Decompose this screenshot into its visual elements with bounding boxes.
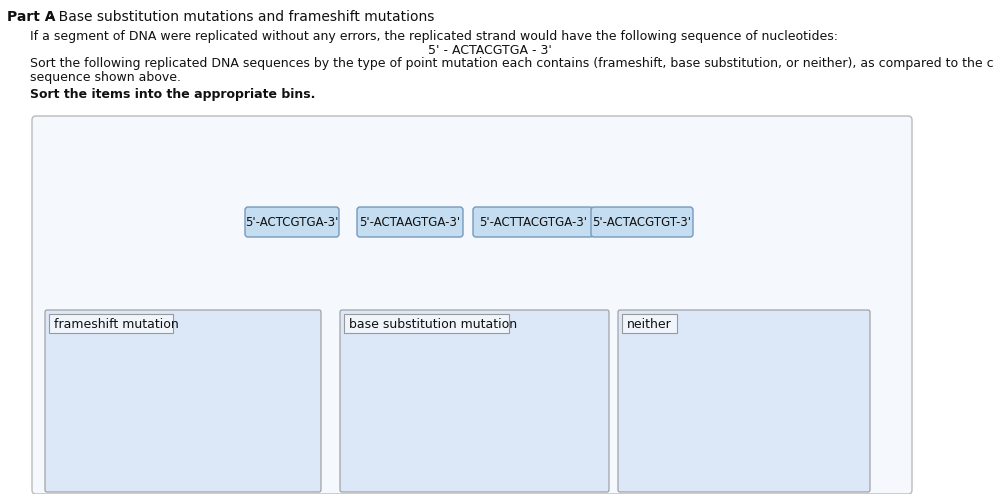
Text: Part A: Part A: [7, 10, 56, 24]
Bar: [622, 314, 676, 333]
Text: base substitution mutation: base substitution mutation: [349, 318, 517, 330]
FancyBboxPatch shape: [45, 310, 321, 492]
Text: Sort the following replicated DNA sequences by the type of point mutation each c: Sort the following replicated DNA sequen…: [30, 57, 993, 70]
Bar: [344, 314, 508, 333]
Text: frameshift mutation: frameshift mutation: [54, 318, 179, 330]
Text: 5'-ACTTACGTGA-3': 5'-ACTTACGTGA-3': [479, 215, 587, 229]
FancyBboxPatch shape: [340, 310, 609, 492]
FancyBboxPatch shape: [591, 207, 693, 237]
FancyBboxPatch shape: [473, 207, 593, 237]
Text: 5'-ACTAAGTGA-3': 5'-ACTAAGTGA-3': [359, 215, 461, 229]
FancyBboxPatch shape: [32, 116, 912, 494]
Text: - Base substitution mutations and frameshift mutations: - Base substitution mutations and frames…: [45, 10, 434, 24]
Text: 5' - ACTACGTGA - 3': 5' - ACTACGTGA - 3': [428, 44, 552, 57]
Text: 5'-ACTACGTGT-3': 5'-ACTACGTGT-3': [593, 215, 691, 229]
Text: neither: neither: [627, 318, 671, 330]
FancyBboxPatch shape: [245, 207, 339, 237]
FancyBboxPatch shape: [357, 207, 463, 237]
Bar: [49, 314, 173, 333]
Text: 5'-ACTCGTGA-3': 5'-ACTCGTGA-3': [245, 215, 339, 229]
Text: Sort the items into the appropriate bins.: Sort the items into the appropriate bins…: [30, 88, 316, 101]
Text: If a segment of DNA were replicated without any errors, the replicated strand wo: If a segment of DNA were replicated with…: [30, 30, 838, 43]
FancyBboxPatch shape: [618, 310, 870, 492]
Text: sequence shown above.: sequence shown above.: [30, 71, 181, 84]
